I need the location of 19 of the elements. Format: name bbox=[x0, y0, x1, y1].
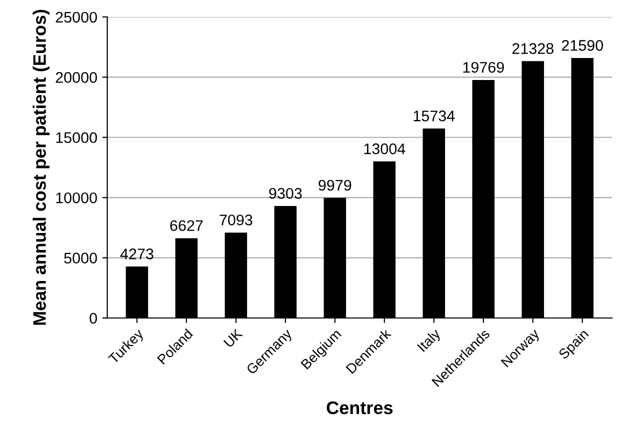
x-tick-label: UK bbox=[223, 328, 244, 348]
y-tick-label: 0 bbox=[90, 312, 97, 324]
data-label: 9303 bbox=[269, 188, 302, 199]
data-label: 9979 bbox=[318, 180, 352, 191]
data-label: 4273 bbox=[120, 248, 154, 260]
data-label: 13004 bbox=[364, 143, 406, 154]
y-axis-title: Mean annual cost per patient (Euros) bbox=[32, 10, 50, 325]
data-label: 19769 bbox=[463, 62, 504, 73]
data-label: 21328 bbox=[512, 43, 554, 54]
data-label: 15734 bbox=[414, 110, 455, 122]
y-tick-label: 25000 bbox=[56, 12, 97, 23]
data-label: 21590 bbox=[562, 40, 604, 51]
x-axis-title: Centres bbox=[326, 401, 393, 414]
y-tick-label: 10000 bbox=[56, 192, 97, 204]
y-tick-label: 15000 bbox=[56, 132, 97, 144]
data-label: 7093 bbox=[220, 214, 252, 226]
y-tick-label: 20000 bbox=[56, 72, 97, 83]
data-label: 6627 bbox=[170, 220, 203, 232]
y-tick-label: 5000 bbox=[64, 252, 97, 264]
